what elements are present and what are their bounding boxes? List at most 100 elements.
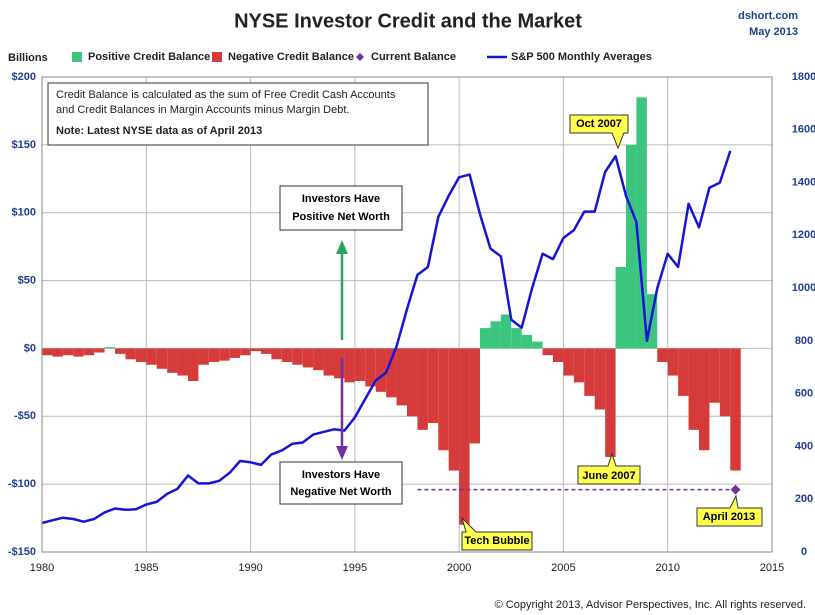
plot-area — [41, 76, 773, 553]
bar — [344, 348, 355, 383]
info-line: Credit Balance is calculated as the sum … — [56, 89, 396, 101]
bar — [688, 348, 699, 430]
bar — [104, 347, 115, 349]
bar — [167, 348, 178, 373]
bar — [198, 348, 209, 365]
callout-text: Positive Net Worth — [292, 211, 390, 223]
callout-box — [569, 114, 629, 150]
bar — [73, 348, 84, 357]
bar — [521, 334, 533, 349]
date: May 2013 — [749, 26, 798, 38]
y2-tick-label: 600 — [795, 388, 813, 400]
callout-text: Oct 2007 — [576, 118, 622, 130]
bar — [146, 348, 157, 365]
bar — [52, 348, 63, 357]
bar — [605, 348, 616, 457]
info-line: and Credit Balances in Margin Accounts m… — [56, 104, 349, 116]
y-axis-label: Billions — [8, 52, 48, 64]
plot-border — [41, 76, 773, 553]
copyright: © Copyright 2013, Advisor Perspectives, … — [495, 599, 806, 611]
bar — [365, 348, 376, 387]
sp500-line — [41, 150, 732, 525]
bar — [636, 97, 647, 349]
bar — [678, 348, 689, 396]
callout-text: June 2007 — [582, 470, 635, 482]
y2-tick-label: 0 — [801, 546, 807, 558]
y-tick-label: $50 — [18, 274, 36, 286]
legend-swatch — [356, 53, 364, 61]
bar — [532, 341, 543, 349]
bar — [469, 348, 480, 444]
bar — [699, 348, 710, 451]
legend-label: Positive Credit Balance — [88, 51, 210, 63]
bar — [553, 348, 564, 362]
bar — [563, 348, 574, 376]
callout-box — [279, 461, 403, 505]
callout-box — [696, 494, 763, 527]
y-tick-label: -$50 — [14, 410, 36, 422]
bar — [188, 348, 199, 381]
bar — [281, 348, 293, 362]
y2-tick-label: 1400 — [792, 176, 815, 188]
legend-swatch — [72, 52, 82, 62]
bar — [261, 348, 272, 354]
arrowhead — [336, 446, 348, 460]
bar — [573, 348, 585, 383]
y-tick-label: -$150 — [8, 546, 36, 558]
bar — [208, 348, 220, 362]
bar — [115, 348, 126, 354]
bar — [667, 348, 679, 376]
x-tick-label: 2005 — [551, 562, 575, 574]
bar — [396, 348, 407, 406]
x-tick-label: 1995 — [343, 562, 367, 574]
bar — [438, 348, 449, 451]
callout-text: Tech Bubble — [464, 535, 529, 547]
y2-tick-label: 1200 — [792, 229, 815, 241]
bar — [490, 321, 501, 349]
x-tick-label: 1980 — [30, 562, 54, 574]
legend-label: Current Balance — [371, 51, 456, 63]
y2-tick-label: 400 — [795, 440, 813, 452]
y2-tick-label: 800 — [795, 335, 813, 347]
y-tick-label: $150 — [12, 139, 36, 151]
callout-box — [279, 185, 403, 231]
bar — [94, 348, 105, 353]
bar — [313, 348, 324, 371]
note: Note: Latest NYSE data as of April 2013 — [56, 125, 262, 137]
source: dshort.com — [738, 10, 798, 22]
y-tick-label: -$100 — [8, 478, 36, 490]
bar — [646, 294, 658, 349]
y2-tick-label: 200 — [795, 493, 813, 505]
bar — [626, 144, 637, 349]
bar — [302, 348, 314, 368]
bar — [730, 348, 741, 471]
bar — [500, 314, 512, 349]
bar — [448, 348, 460, 471]
bar — [709, 348, 720, 403]
y-tick-label: $100 — [12, 207, 36, 219]
bar — [594, 348, 606, 410]
callout-text: Investors Have — [302, 469, 380, 481]
x-tick-label: 1985 — [134, 562, 158, 574]
y2-tick-label: 1800 — [792, 71, 815, 83]
x-tick-label: 2010 — [655, 562, 679, 574]
bar — [719, 348, 731, 417]
callout: April 2013 — [696, 494, 763, 527]
current-marker — [730, 484, 741, 495]
bar — [417, 348, 428, 430]
callout-text: April 2013 — [703, 511, 756, 523]
bar — [386, 348, 397, 398]
callout-box — [460, 516, 533, 551]
info-box — [47, 82, 429, 146]
bar — [657, 348, 668, 362]
x-tick-label: 2015 — [760, 562, 784, 574]
legend-label: Negative Credit Balance — [228, 51, 354, 63]
arrowhead — [336, 240, 348, 254]
bar — [427, 348, 439, 424]
callout-text: Investors Have — [302, 193, 380, 205]
bar — [407, 348, 418, 417]
bar — [135, 348, 147, 362]
y2-tick-label: 1000 — [792, 282, 815, 294]
bar — [156, 348, 168, 369]
callout-box — [577, 452, 641, 485]
